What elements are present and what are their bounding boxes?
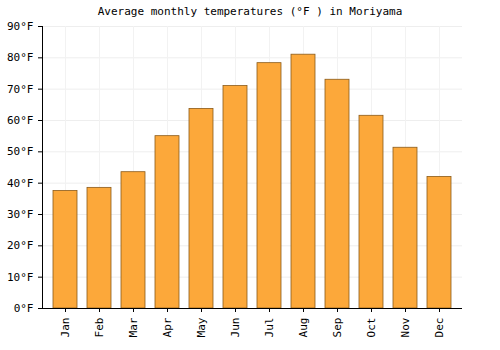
svg-text:Feb: Feb [93,318,106,338]
svg-text:0°F: 0°F [14,302,34,315]
svg-text:20°F: 20°F [7,239,34,252]
html-text:Average monthly temperatures (: Average monthly temperatures (°F ) in Mo… [97,5,403,18]
svg-text:Jul: Jul [263,318,276,338]
svg-text:40°F: 40°F [7,177,34,190]
svg-text:May: May [195,317,208,337]
svg-text:Jun: Jun [229,318,242,338]
svg-text:Nov: Nov [399,317,412,337]
svg-text:Apr: Apr [161,317,174,337]
svg-text:Oct: Oct [365,318,378,338]
svg-text:30°F: 30°F [7,208,34,221]
svg-text:50°F: 50°F [7,145,34,158]
svg-text:Dec: Dec [433,318,446,338]
svg-text:Aug: Aug [297,318,310,338]
svg-text:Mar: Mar [127,317,140,337]
svg-text:90°F: 90°F [7,22,34,33]
svg-text:70°F: 70°F [7,83,34,96]
svg-text:60°F: 60°F [7,114,34,127]
svg-text:80°F: 80°F [7,51,34,64]
svg-text:Jan: Jan [59,318,72,338]
svg-text:10°F: 10°F [7,271,34,284]
svg-text:Sep: Sep [331,318,344,338]
